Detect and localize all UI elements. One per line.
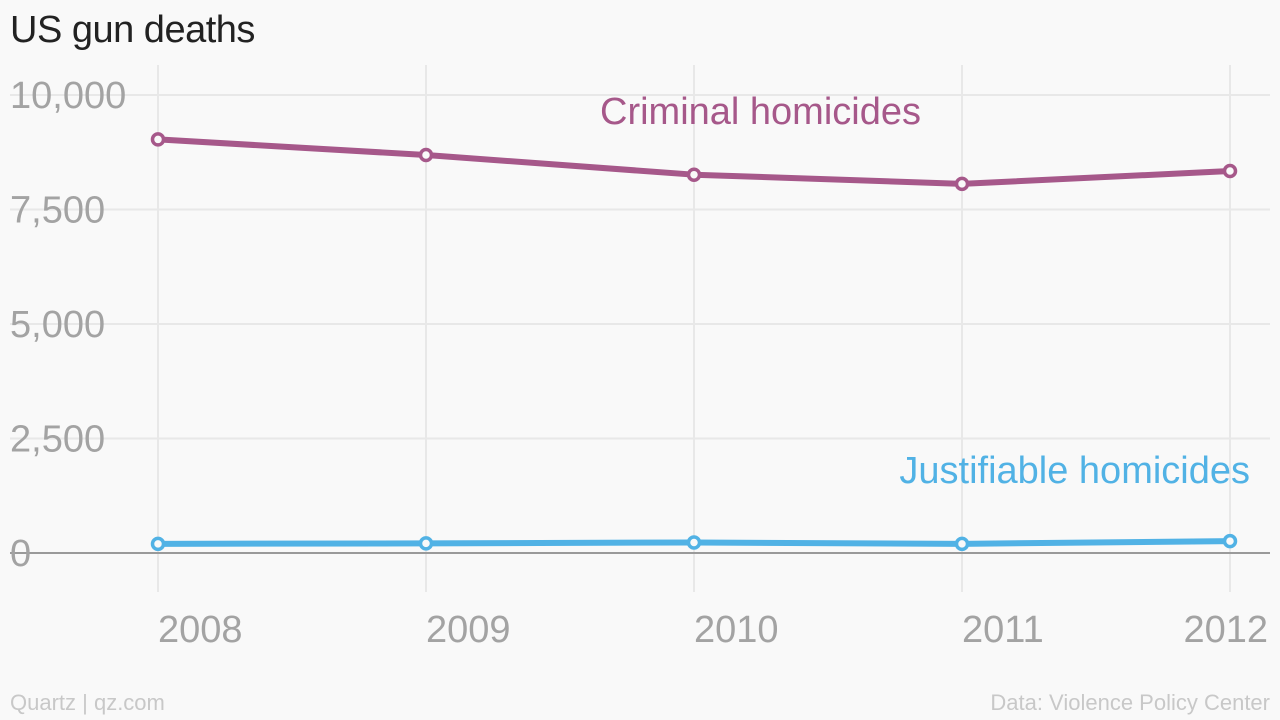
- y-tick-label: 2,500: [10, 419, 105, 461]
- data-point: [150, 132, 166, 147]
- data-point: [954, 536, 970, 552]
- grid-layer: [10, 65, 1270, 592]
- data-point: [150, 536, 166, 552]
- footer-source-credit: Quartz | qz.com: [10, 690, 165, 715]
- x-tick-label: 2011: [962, 609, 1044, 651]
- data-point: [954, 176, 970, 192]
- y-tick-label: 0: [10, 533, 31, 575]
- x-tick-label: 2009: [426, 609, 511, 651]
- series-labels: Criminal homicides Justifiable homicides: [600, 91, 1250, 492]
- data-point: [1222, 533, 1238, 549]
- x-tick-label: 2012: [1183, 609, 1268, 651]
- series-label: Criminal homicides: [600, 91, 921, 133]
- series-label: Justifiable homicides: [899, 450, 1250, 492]
- footer-data-credit: Data: Violence Policy Center: [990, 690, 1270, 715]
- data-point: [418, 536, 434, 551]
- y-axis-ticks: 0 2,500 5,000 7,500 10,000: [10, 75, 126, 575]
- series-layer: [150, 132, 1238, 552]
- chart-title: US gun deaths: [10, 9, 255, 51]
- y-tick-label: 5,000: [10, 304, 105, 346]
- data-point: [418, 147, 434, 163]
- data-point: [686, 535, 702, 550]
- x-tick-label: 2008: [158, 609, 243, 651]
- x-tick-label: 2010: [694, 609, 779, 651]
- y-tick-label: 10,000: [10, 75, 126, 117]
- y-tick-label: 7,500: [10, 190, 105, 232]
- data-point: [1222, 163, 1238, 179]
- x-axis-ticks: 2008 2009 2010 2011 2012: [158, 609, 1268, 651]
- data-point: [686, 167, 702, 182]
